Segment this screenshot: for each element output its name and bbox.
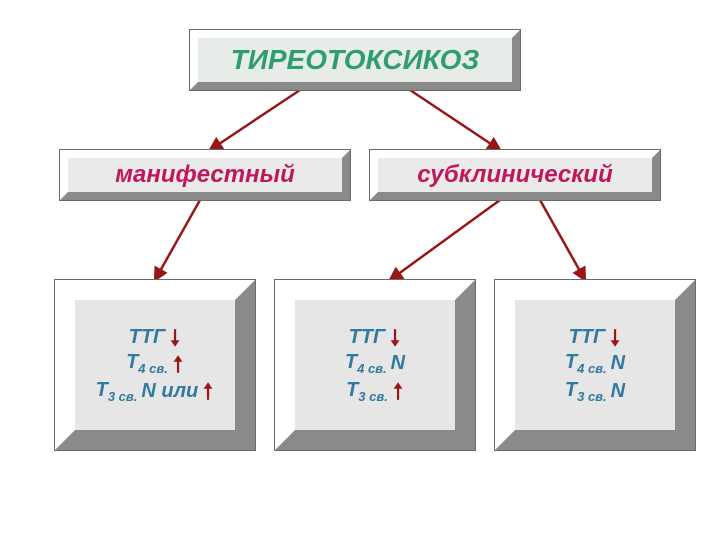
hormone-label: Т4 св. (565, 350, 607, 377)
arrow-down-icon (389, 327, 401, 349)
category-subclinical: субклинический (370, 150, 660, 200)
hormone-label: Т4 св. (126, 350, 168, 377)
data-box-1: ТТГТ4 св.Т3 св.N или (55, 280, 255, 450)
category-subclinical-label: субклинический (417, 161, 613, 189)
hormone-label: Т4 св. (345, 350, 387, 377)
hormone-row: Т3 св.N (565, 378, 625, 405)
hormone-label: Т3 св. (565, 378, 607, 405)
arrow-down-icon (609, 327, 621, 349)
connector-arrow (390, 200, 500, 280)
hormone-label: ТТГ (569, 325, 606, 350)
hormone-label: ТТГ (129, 325, 166, 350)
hormone-row: Т3 св.N или (96, 378, 215, 405)
arrow-down-icon (169, 327, 181, 349)
connector-arrow (155, 200, 200, 280)
data-box-3: ТТГТ4 св.NТ3 св.N (495, 280, 695, 450)
data-box-2: ТТГТ4 св.NТ3 св. (275, 280, 475, 450)
hormone-row: ТТГ (349, 325, 402, 350)
connector-arrow (540, 200, 585, 280)
hormone-row: Т3 св. (346, 378, 404, 405)
hormone-label: Т3 св. (346, 378, 388, 405)
hormone-row: Т4 св.N (345, 350, 405, 377)
value-text: N или (141, 379, 198, 404)
title-box: ТИРЕОТОКСИКОЗ (190, 30, 520, 90)
connector-arrow (410, 90, 500, 150)
hormone-label: Т3 св. (96, 378, 138, 405)
hormone-label: ТТГ (349, 325, 386, 350)
arrow-up-icon (392, 380, 404, 402)
category-manifest-label: манифестный (115, 161, 294, 189)
value-text: N (611, 351, 625, 376)
arrow-up-icon (202, 380, 214, 402)
arrow-up-icon (172, 353, 184, 375)
category-manifest: манифестный (60, 150, 350, 200)
value-text: N (391, 351, 405, 376)
hormone-row: ТТГ (569, 325, 622, 350)
value-text: N (611, 379, 625, 404)
hormone-row: ТТГ (129, 325, 182, 350)
connector-arrow (210, 90, 300, 150)
hormone-row: Т4 св. (126, 350, 184, 377)
hormone-row: Т4 св.N (565, 350, 625, 377)
title-text: ТИРЕОТОКСИКОЗ (231, 44, 480, 76)
